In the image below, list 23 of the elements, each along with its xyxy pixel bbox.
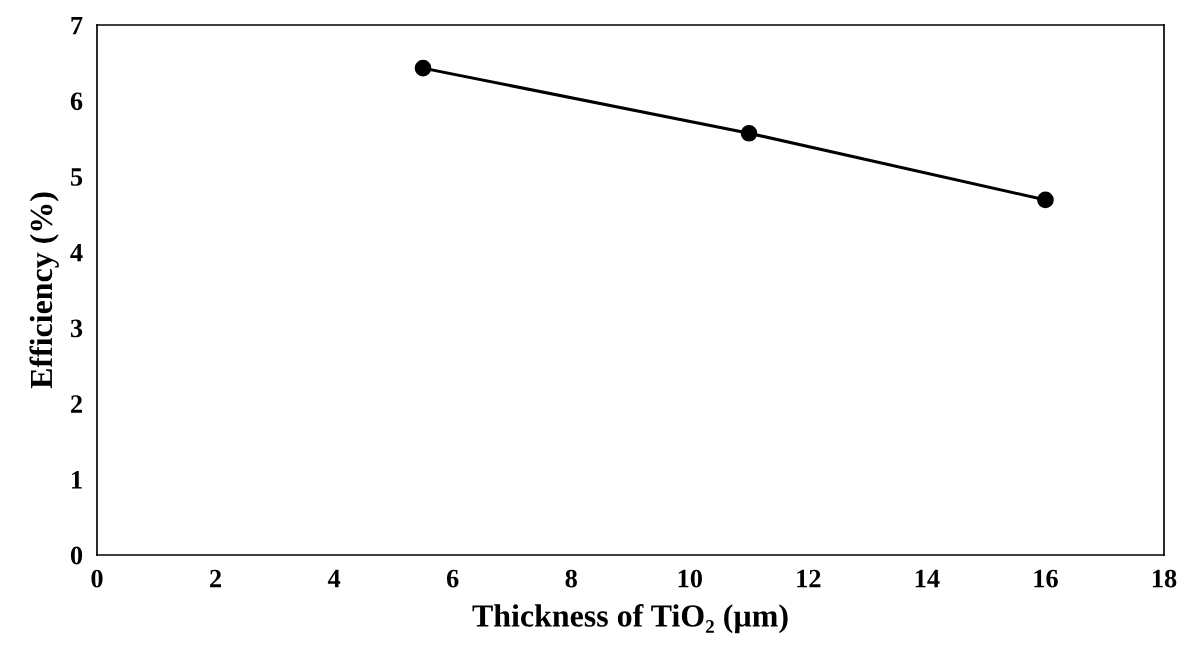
x-axis-title: Thickness of TiO₂ (µm) (472, 603, 788, 634)
point (414, 59, 432, 77)
x-tick-label: 12 (797, 569, 821, 588)
y-tick-label: 5 (70, 168, 83, 186)
point (740, 124, 758, 142)
y-tick-label: 3 (70, 319, 83, 338)
x-tick-label: 4 (327, 569, 341, 588)
y-tick-label: 0 (70, 546, 83, 565)
x-tick-label: 18 (1152, 569, 1177, 588)
point (1037, 191, 1054, 209)
x-tick-label: 2 (210, 569, 222, 588)
x-tick-label: 0 (91, 569, 103, 588)
x-tick-label: 10 (678, 569, 702, 588)
y-tick-label: 6 (70, 92, 83, 111)
y-tick-label: 2 (71, 395, 82, 413)
y-tick-label: 4 (70, 243, 83, 262)
y-tick-label: 7 (71, 16, 83, 35)
x-tick-label: 8 (565, 569, 577, 588)
x-tick-label: 6 (446, 569, 459, 588)
y-tick-label: 1 (72, 471, 82, 489)
x-tick-label: 14 (915, 569, 940, 588)
y-axis-title: Efficiency (%) (29, 192, 59, 389)
x-tick-label: 16 (1034, 569, 1058, 588)
